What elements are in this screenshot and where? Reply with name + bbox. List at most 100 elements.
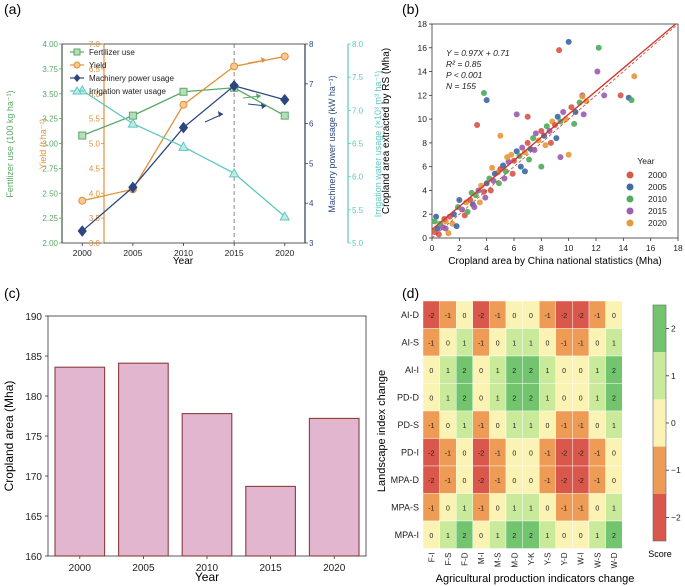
- machinery-axis-label: Machinery power usage (kW ha⁻¹): [327, 75, 337, 212]
- bar-2010: [181, 413, 233, 557]
- legend-marker: [73, 74, 81, 82]
- scatter-point-2000: [524, 113, 531, 120]
- c-ytick-label: 180: [25, 392, 42, 403]
- heatmap-cell-value: -1: [445, 450, 451, 457]
- colorbar-label: Score: [648, 549, 672, 559]
- mach-tick-label: 5: [309, 159, 314, 168]
- d-row-label: AI-S: [401, 337, 419, 347]
- legend-marker: [73, 48, 81, 56]
- heatmap-cell-value: -1: [544, 313, 550, 320]
- heatmap-cell-value: 0: [595, 423, 599, 430]
- panel-a-chart: 2000 2005 2010 2015 2020 2.00 2.25 2.50 2.75 3.00…: [5, 40, 383, 267]
- heatmap-cell-value: 1: [546, 533, 550, 540]
- scatter-point-2010: [431, 218, 438, 225]
- c-ytick-label: 190: [25, 312, 42, 323]
- heatmap-cell-value: -1: [561, 423, 567, 430]
- heatmap-cell-value: -2: [478, 313, 484, 320]
- legend-dot-2000: [626, 171, 634, 179]
- scatter-point-2010: [464, 208, 471, 215]
- scatter-point-2020: [542, 142, 549, 149]
- heatmap-cell-value: 1: [595, 395, 599, 402]
- irr-tick-label: 6.0: [352, 173, 364, 182]
- yield-tick-label: 7.0: [89, 40, 101, 49]
- heatmap-cell-value: 1: [612, 423, 616, 430]
- c-ytick-label: 165: [25, 512, 42, 523]
- scatter-point-2010: [543, 123, 550, 130]
- stat-line: P < 0.001: [446, 70, 483, 80]
- legend-dot-2015: [626, 207, 634, 215]
- heatmap-cell-value: 1: [512, 340, 516, 347]
- d-col-label: W-I: [577, 553, 586, 565]
- trend-arrow-head: [261, 103, 266, 109]
- heatmap-cell-value: 0: [496, 505, 500, 512]
- legend-dot-2005: [626, 183, 634, 191]
- scatter-point-2005: [453, 223, 460, 230]
- b-ytick-label: 6: [422, 162, 427, 172]
- mach-tick-label: 3: [309, 239, 314, 248]
- c-xtick-label: 2020: [323, 563, 346, 574]
- heatmap-cell-value: 2: [463, 368, 467, 375]
- scatter-point-2000: [435, 231, 442, 238]
- heatmap-cell-value: -1: [594, 313, 600, 320]
- yield-tick-label: 5.5: [89, 115, 101, 124]
- heatmap-cell-value: 2: [512, 368, 516, 375]
- scatter-point-2000: [474, 122, 481, 129]
- fert-point: [78, 131, 87, 140]
- irrigation-axis-label: Irrigation water usage (×10³ m³ ha⁻¹): [373, 71, 383, 218]
- scatter-point-2005: [553, 135, 560, 142]
- b-ytick-label: 12: [418, 90, 428, 100]
- heatmap-cell-value: 0: [479, 368, 483, 375]
- heatmap-cell-value: 1: [463, 340, 467, 347]
- scatter-point-2005: [433, 213, 440, 220]
- heatmap-cell-value: 2: [612, 395, 616, 402]
- heatmap-cell-value: -1: [594, 478, 600, 485]
- colorbar-tick-label: 2: [671, 324, 676, 334]
- irr-tick-label: 8.0: [352, 40, 364, 49]
- c-xtick-label: 2010: [196, 563, 219, 574]
- scatter-point-2010: [480, 89, 487, 96]
- heatmap-cell-value: -2: [561, 478, 567, 485]
- heatmap-cell-value: 0: [529, 313, 533, 320]
- b-xtick-label: 0: [430, 243, 435, 253]
- legend-label: Fertilizer use: [89, 48, 135, 57]
- b-xtick-label: 4: [484, 243, 489, 253]
- heatmap-cell-value: 1: [595, 533, 599, 540]
- scatter-point-2010: [571, 120, 578, 127]
- heatmap-cell-value: 0: [562, 533, 566, 540]
- heatmap-cell-value: 1: [463, 505, 467, 512]
- a-xtick-label: 2010: [174, 248, 193, 258]
- heatmap-cell-value: 0: [512, 478, 516, 485]
- d-row-label: MPA-I: [395, 530, 419, 540]
- heatmap-cell-value: 2: [612, 533, 616, 540]
- heatmap-cell-value: -1: [544, 450, 550, 457]
- heatmap-cell-value: 0: [612, 313, 616, 320]
- legend-b: Year 2000 2005 2010 2015 2020: [626, 156, 667, 228]
- fert-tick-label: 2.50: [42, 189, 58, 198]
- a-xtick-label: 2020: [275, 248, 294, 258]
- heatmap-cell-value: -1: [578, 505, 584, 512]
- legend-a: Fertilizer use Yield Machinery power usage…: [70, 48, 174, 96]
- scatter-point-2015: [560, 108, 567, 115]
- b-xlabel: Cropland area by China national statisti…: [448, 256, 661, 267]
- heatmap-cell-value: -1: [428, 505, 434, 512]
- heatmap-cell-value: -1: [561, 340, 567, 347]
- irr-tick-label: 5.5: [352, 206, 364, 215]
- b-xtick-label: 6: [512, 243, 517, 253]
- d-col-label: M-I: [477, 553, 486, 565]
- d-row-label: MPA-D: [391, 475, 420, 485]
- d-col-label: Y-S: [544, 553, 553, 566]
- plot-frame-b: [431, 23, 679, 239]
- heatmap-cell-value: 1: [529, 340, 533, 347]
- heatmap-cell-value: 0: [512, 450, 516, 457]
- scatter-point-2005: [521, 168, 528, 175]
- scatter-point-2000: [487, 187, 494, 194]
- heatmap-cell-value: 1: [496, 395, 500, 402]
- yield-tick-label: 5.0: [89, 140, 101, 149]
- heatmap-cell-value: 1: [496, 533, 500, 540]
- heatmap-cell-value: 0: [579, 395, 583, 402]
- heatmap-cell-value: 1: [529, 505, 533, 512]
- scatter-point-2005: [554, 113, 561, 120]
- heatmap-cell-value: -1: [561, 505, 567, 512]
